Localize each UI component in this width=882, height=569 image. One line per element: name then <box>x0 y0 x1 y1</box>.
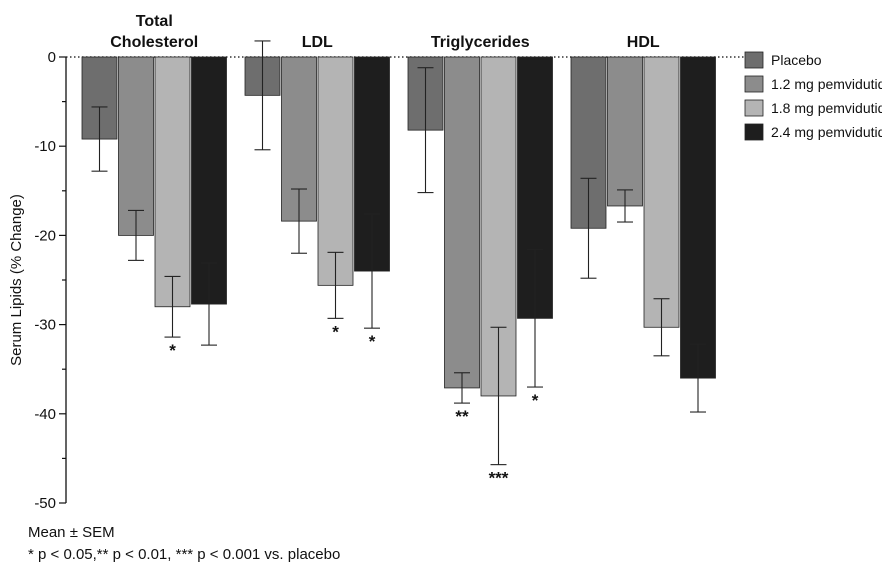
bar <box>643 56 680 328</box>
y-tick-label: -10 <box>34 138 56 155</box>
y-axis-title: Serum Lipids (% Change) <box>8 194 25 366</box>
y-tick-label: -50 <box>34 495 56 512</box>
footnote-mean-sem: Mean ± SEM <box>28 524 115 541</box>
significance-label: * <box>169 341 176 360</box>
significance-label: *** <box>489 469 509 488</box>
bar <box>680 56 716 379</box>
y-tick-label: -30 <box>34 317 56 334</box>
group-label: Triglycerides <box>431 34 530 51</box>
legend-label: 1.2 mg pemvidutide <box>771 76 882 92</box>
y-tick-label: -20 <box>34 227 56 244</box>
bar <box>444 56 480 389</box>
bar <box>607 56 643 207</box>
y-tick-label: -40 <box>34 406 56 423</box>
footnote-significance: * p < 0.05,** p < 0.01, *** p < 0.001 vs… <box>28 546 341 563</box>
legend-swatch <box>744 123 764 141</box>
group-label: LDL <box>302 34 333 51</box>
legend-swatch <box>744 75 764 93</box>
group-label: Total <box>136 13 173 30</box>
y-tick-label: 0 <box>48 49 56 66</box>
group-label: Cholesterol <box>110 34 198 51</box>
legend-swatch <box>744 51 764 69</box>
legend-label: 2.4 mg pemvidutide <box>771 124 882 140</box>
bar <box>118 56 154 236</box>
bar <box>154 56 191 308</box>
legend-label: 1.8 mg pemvidutide <box>771 100 882 116</box>
significance-label: * <box>369 332 376 351</box>
significance-label: * <box>532 391 539 410</box>
group-label: HDL <box>627 34 660 51</box>
significance-label: * <box>332 322 339 341</box>
significance-label: ** <box>455 407 469 426</box>
legend-swatch <box>744 99 764 117</box>
legend-label: Placebo <box>771 52 822 68</box>
bar <box>317 56 354 286</box>
